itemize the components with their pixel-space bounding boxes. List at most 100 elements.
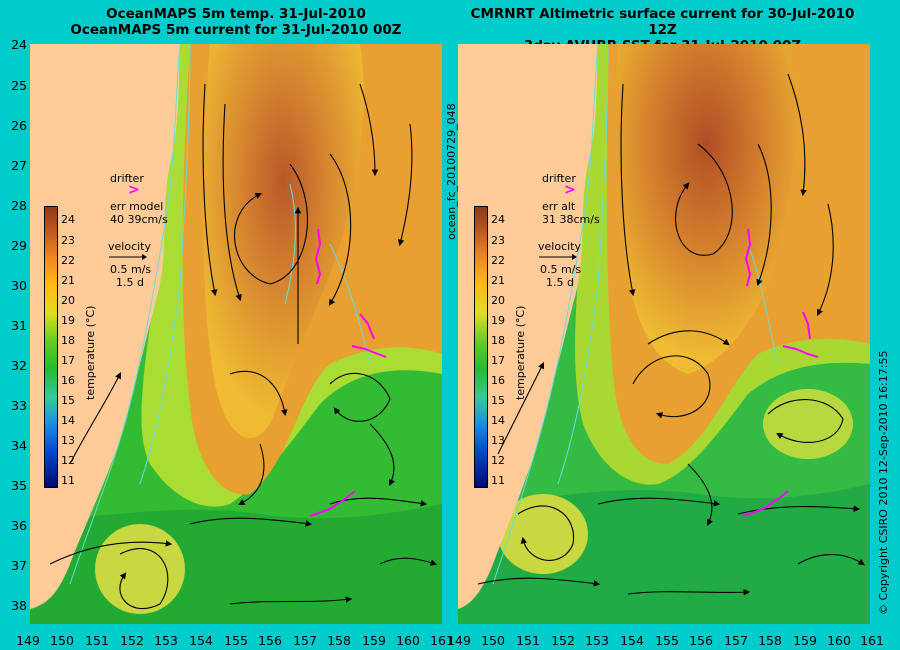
lat-label: 30 (11, 278, 27, 293)
colorbar-tick: 14 (491, 414, 505, 427)
lon-label: 149 (447, 633, 471, 648)
run-id-label: ocean_fc_20100729_048 (445, 103, 458, 240)
lon-label: 154 (620, 633, 644, 648)
warm-core (617, 44, 796, 374)
lon-label: 155 (655, 633, 679, 648)
lon-label: 151 (85, 633, 109, 648)
colorbar-tick: 18 (61, 334, 75, 347)
depth-contour (557, 44, 609, 485)
colorbar-tick: 13 (491, 434, 505, 447)
lon-label: 159 (362, 633, 386, 648)
colorbar-tick: 16 (61, 374, 75, 387)
drifter-label: drifter (542, 172, 576, 185)
lon-label: 152 (120, 633, 144, 648)
depth-contour (747, 243, 779, 365)
lat-label: 35 (11, 478, 27, 493)
velocity-scale-arrow-icon (109, 254, 147, 260)
colorbar-title: temperature (°C) (84, 305, 97, 400)
southern-eddy (95, 524, 185, 614)
left-title-line1: OceanMAPS 5m temp. 31-Jul-2010 (106, 6, 366, 22)
drifter-tracks (309, 228, 387, 517)
lat-label: 31 (11, 318, 27, 333)
lat-label: 38 (11, 598, 27, 613)
lon-label: 155 (224, 633, 248, 648)
colorbar-tick: 23 (61, 234, 75, 247)
colorbar-gradient (44, 206, 58, 488)
colorbar-tick: 19 (491, 314, 505, 327)
lon-label: 157 (724, 633, 748, 648)
lon-label: 153 (154, 633, 178, 648)
left-map-panel[interactable] (30, 44, 442, 624)
colorbar-tick: 11 (491, 474, 505, 487)
right-map-panel[interactable] (458, 44, 870, 624)
lat-label: 37 (11, 558, 27, 573)
current-streamlines (477, 73, 865, 596)
lon-label: 156 (689, 633, 713, 648)
lat-label: 33 (11, 398, 27, 413)
colorbar-tick: 14 (61, 414, 75, 427)
lat-label: 29 (11, 238, 27, 253)
colorbar-tick: 18 (491, 334, 505, 347)
lat-label: 25 (11, 78, 27, 93)
colorbar-tick: 22 (61, 254, 75, 267)
lon-label: 150 (481, 633, 505, 648)
drifter-tracks (742, 228, 819, 517)
lon-label: 160 (396, 633, 420, 648)
lat-label: 36 (11, 518, 27, 533)
colorbar-tick: 22 (491, 254, 505, 267)
left-map-svg (30, 44, 442, 624)
lon-label: 160 (827, 633, 851, 648)
lon-label: 156 (258, 633, 282, 648)
australia-landmass (458, 44, 598, 609)
warm-core (203, 44, 364, 439)
colorbar-title: temperature (°C) (514, 305, 527, 400)
lon-label: 154 (189, 633, 213, 648)
depth-contour (139, 44, 191, 485)
lat-label: 32 (11, 358, 27, 373)
lon-label: 159 (793, 633, 817, 648)
colorbar-tick: 19 (61, 314, 75, 327)
velocity-time: 1.5 d (116, 276, 144, 289)
depth-contour (284, 183, 296, 305)
colorbar-tick: 21 (61, 274, 75, 287)
lon-label: 158 (758, 633, 782, 648)
err-label: err alt (542, 200, 576, 213)
err-value: 31 38cm/s (542, 213, 600, 226)
lat-label: 27 (11, 158, 27, 173)
velocity-time: 1.5 d (546, 276, 574, 289)
lon-label: 151 (516, 633, 540, 648)
right-map-svg (458, 44, 870, 624)
colorbar-tick: 13 (61, 434, 75, 447)
colorbar-tick: 15 (491, 394, 505, 407)
lon-label: 152 (551, 633, 575, 648)
colorbar-tick: 11 (61, 474, 75, 487)
err-value: 40 39cm/s (110, 213, 168, 226)
lat-label: 26 (11, 118, 27, 133)
current-streamlines (49, 83, 438, 610)
depth-contour (492, 44, 599, 585)
colorbar-tick: 20 (491, 294, 505, 307)
lat-label: 28 (11, 198, 27, 213)
err-label: err model (110, 200, 164, 213)
lon-label: 150 (50, 633, 74, 648)
colorbar-tick: 15 (61, 394, 75, 407)
copyright-label: © Copyright CSIRO 2010 12-Sep-2010 16:17… (877, 350, 890, 616)
lat-label: 34 (11, 438, 27, 453)
velocity-label: velocity (538, 240, 581, 253)
lon-label: 161 (430, 633, 454, 648)
velocity-scale: 0.5 m/s (540, 263, 582, 276)
colorbar-tick: 17 (491, 354, 505, 367)
velocity-scale: 0.5 m/s (110, 263, 152, 276)
colorbar-tick: 24 (491, 213, 505, 226)
drifter-marker-icon: > (128, 182, 140, 198)
colorbar-tick: 21 (491, 274, 505, 287)
lat-label: 24 (11, 37, 27, 52)
colorbar-tick: 17 (61, 354, 75, 367)
colorbar-tick: 16 (491, 374, 505, 387)
depth-contour (69, 44, 181, 585)
lon-label: 158 (327, 633, 351, 648)
left-title-line2: OceanMAPS 5m current for 31-Jul-2010 00Z (70, 22, 402, 38)
drifter-label: drifter (110, 172, 144, 185)
velocity-label: velocity (108, 240, 151, 253)
lon-label: 161 (860, 633, 884, 648)
